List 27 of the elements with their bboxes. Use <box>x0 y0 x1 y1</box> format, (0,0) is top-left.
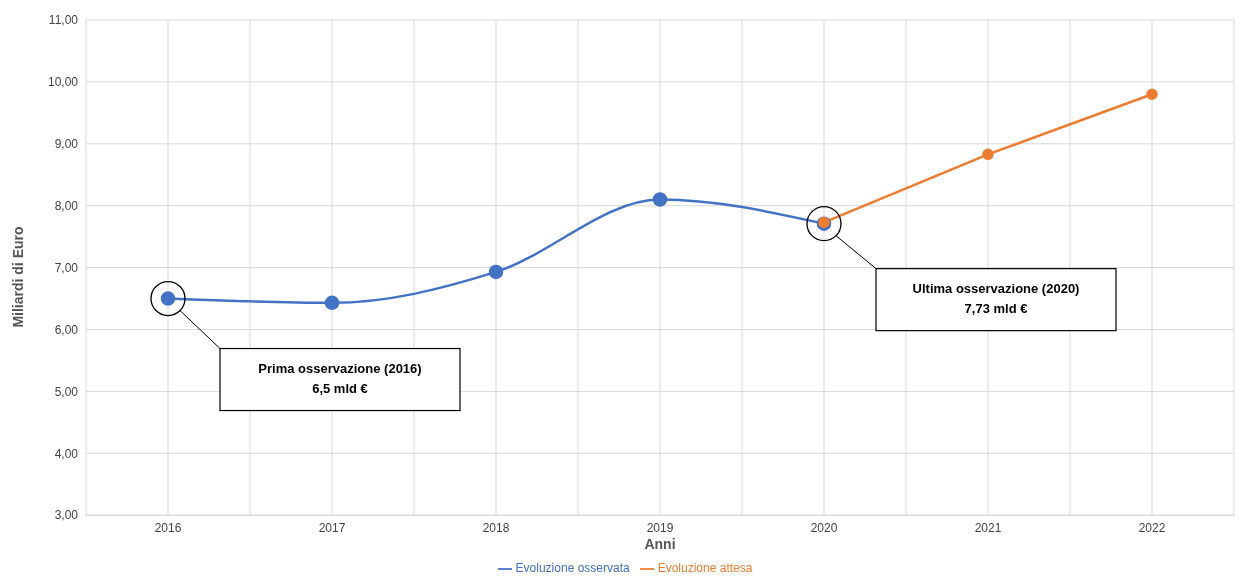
y-tick-label: 5,00 <box>54 384 79 399</box>
y-tick-label: 9,00 <box>54 137 79 152</box>
x-tick-label: 2018 <box>482 520 510 535</box>
point <box>488 264 504 280</box>
y-axis-title: Miliardi di Euro <box>9 226 26 328</box>
y-tick-label: 7,00 <box>54 260 79 275</box>
x-tick-label: 2021 <box>974 520 1002 535</box>
y-tick-label: 10,00 <box>47 75 79 90</box>
legend-label: Evoluzione osservata <box>515 561 630 576</box>
point <box>324 295 340 311</box>
point <box>1146 88 1158 101</box>
legend-label: Evoluzione attesa <box>657 561 753 576</box>
x-tick-label: 2017 <box>318 520 346 535</box>
x-axis-title: Anni <box>644 536 676 553</box>
y-tick-label: 4,00 <box>54 446 79 461</box>
y-tick-label: 3,00 <box>54 508 79 523</box>
y-tick-label: 6,00 <box>54 322 79 337</box>
x-tick-label: 2019 <box>646 520 674 535</box>
x-tick-label: 2022 <box>1138 520 1166 535</box>
point <box>652 192 668 207</box>
y-tick-label: 8,00 <box>54 198 79 213</box>
x-tick-label: 2020 <box>810 520 838 535</box>
annotation: Ultima osservazione (2020) 7,73 mld € <box>912 280 1080 316</box>
point <box>982 148 994 161</box>
y-tick-label: 11,00 <box>48 13 79 28</box>
x-tick-label: 2016 <box>154 520 182 535</box>
annotation: Prima osservazione (2016) 6,5 mld € <box>258 360 422 396</box>
